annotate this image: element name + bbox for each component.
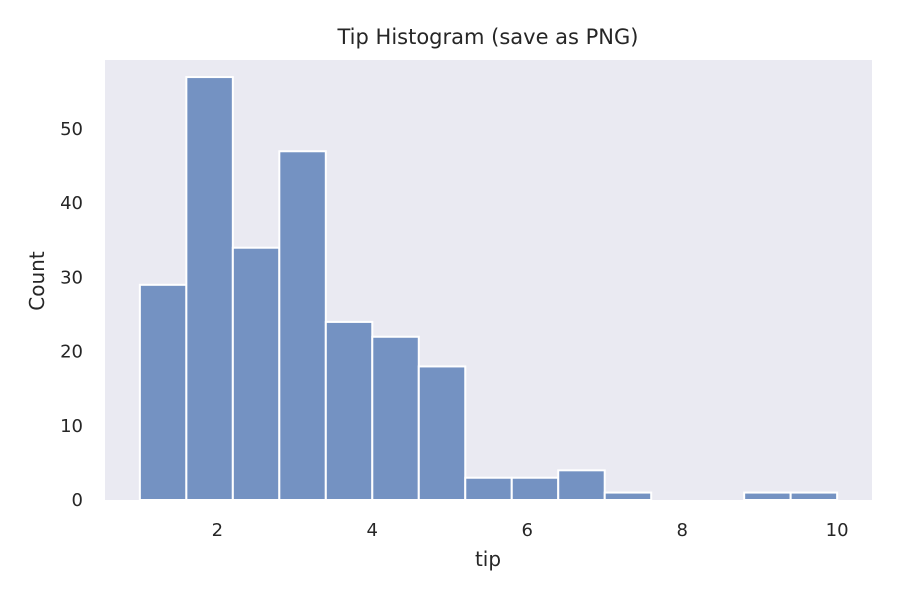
y-tick-label: 20 xyxy=(60,342,83,363)
histogram-bar xyxy=(557,469,606,501)
x-tick-labels: 2 4 6 8 10 xyxy=(212,520,849,541)
y-tick-labels: 0 10 20 30 40 50 xyxy=(60,119,83,511)
y-tick-label: 50 xyxy=(60,119,83,140)
histogram-bar xyxy=(510,476,560,501)
histogram-bar xyxy=(185,76,234,501)
histogram-bar xyxy=(603,491,653,502)
x-tick-label: 8 xyxy=(676,520,687,541)
x-tick-label: 6 xyxy=(522,520,533,541)
histogram-bar xyxy=(789,491,839,502)
bars-group xyxy=(138,76,839,502)
histogram-bar xyxy=(278,150,327,501)
chart-title: Tip Histogram (save as PNG) xyxy=(337,25,639,49)
x-axis-label: tip xyxy=(475,547,501,571)
histogram-bar xyxy=(138,283,188,501)
y-tick-label: 30 xyxy=(60,267,83,288)
histogram-bar xyxy=(324,320,374,501)
x-tick-label: 2 xyxy=(212,520,223,541)
x-tick-label: 4 xyxy=(367,520,378,541)
y-axis-label: Count xyxy=(25,251,49,311)
histogram-bar xyxy=(231,246,281,501)
x-tick-label: 10 xyxy=(826,520,849,541)
histogram-bar xyxy=(464,476,513,501)
histogram-bar xyxy=(743,491,792,502)
y-tick-label: 0 xyxy=(72,490,83,511)
y-tick-label: 40 xyxy=(60,193,83,214)
histogram-bar xyxy=(371,335,420,502)
y-tick-label: 10 xyxy=(60,416,83,437)
histogram-bar xyxy=(417,365,467,502)
